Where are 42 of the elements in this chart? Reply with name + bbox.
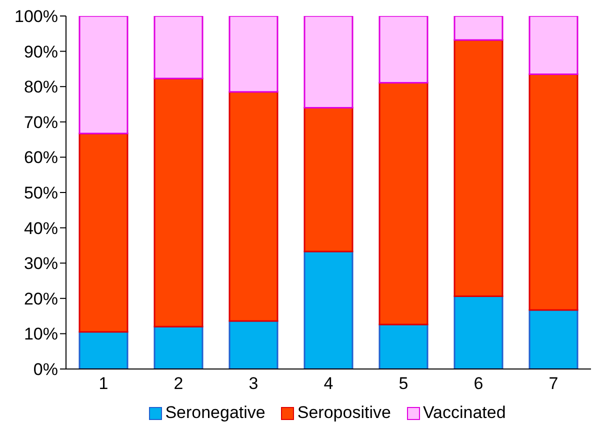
bar [154,326,204,369]
bar [154,78,204,328]
bar [378,324,428,369]
bar [528,73,578,311]
bar [228,16,278,93]
bar [78,16,128,134]
bar [528,309,578,369]
y-tick-label: 10% [24,324,58,344]
bar [454,296,504,369]
y-tick-label: 30% [24,254,58,274]
y-tick-label: 60% [24,148,58,168]
bar [304,107,354,252]
bar [454,16,504,41]
bar [378,82,428,326]
y-tick-label: 90% [24,42,58,62]
legend-label: Seronegative [165,403,266,423]
y-tick-label: 40% [24,218,58,238]
legend-label: Seropositive [297,403,391,423]
bar [304,250,354,369]
bar [78,132,128,333]
y-tick-label: 20% [24,289,58,308]
x-tick-label: 7 [548,374,558,394]
x-tick-label: 6 [474,374,484,394]
y-tick-label: 70% [24,112,58,132]
bar [528,16,578,75]
bar [228,91,278,322]
y-tick-label: 0% [33,360,58,380]
y-tick-label: 100% [14,7,58,26]
bar [454,39,504,298]
legend-label: Vaccinated [422,403,506,423]
bar [228,320,278,369]
bar [154,16,204,80]
bar [378,16,428,84]
y-tick-label: 80% [24,78,58,97]
x-tick-label: 1 [98,374,108,394]
bar [304,16,354,109]
x-tick-label: 4 [324,374,334,394]
y-tick-label: 50% [24,184,58,203]
x-tick-label: 5 [398,374,408,394]
x-tick-label: 2 [174,374,184,394]
x-tick-label: 3 [248,374,258,394]
bar [78,331,128,369]
